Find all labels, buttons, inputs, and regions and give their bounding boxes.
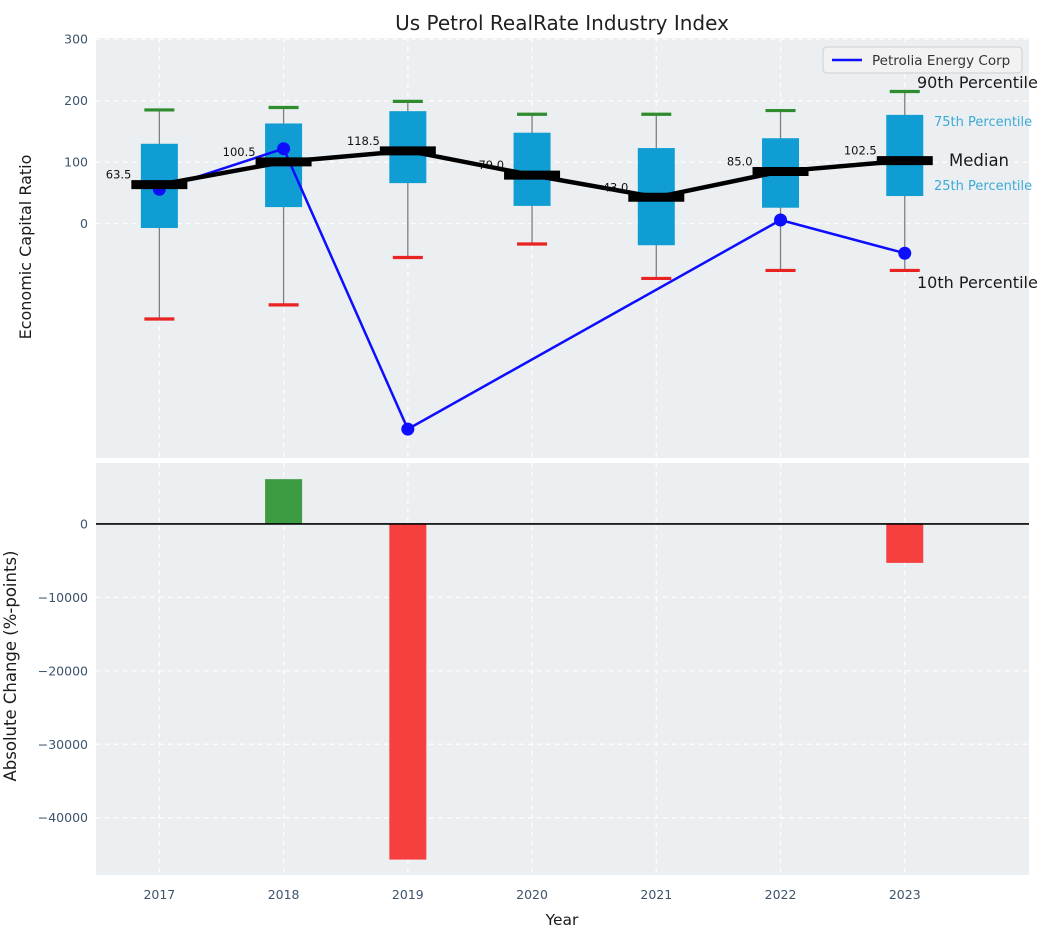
ytick-bottom: −40000 xyxy=(38,810,88,825)
median-label-2018: 100.5 xyxy=(223,145,256,159)
chart-title: Us Petrol RealRate Industry Index xyxy=(395,11,729,35)
median-label-2019: 118.5 xyxy=(347,134,380,148)
median-value-labels: 63.5 100.5 118.5 79.0 43.0 85.0 102.5 xyxy=(106,134,877,194)
x-axis-label: Year xyxy=(545,911,579,929)
ytick-bottom: −10000 xyxy=(38,590,88,605)
legend: Petrolia Energy Corp xyxy=(822,46,1023,74)
xtick-2021: 2021 xyxy=(640,887,672,902)
legend-box xyxy=(822,46,1023,74)
annotation-median: Median xyxy=(949,151,1009,170)
company-point-2019 xyxy=(401,422,415,436)
company-point-2022 xyxy=(774,213,788,227)
xtick-2018: 2018 xyxy=(268,887,300,902)
legend-label: Petrolia Energy Corp xyxy=(872,53,1010,69)
annotation-25th-percentile: 25th Percentile xyxy=(934,179,1032,194)
ytick-top: 100 xyxy=(64,155,88,170)
median-line-layer xyxy=(131,146,933,202)
change-bar-2019 xyxy=(389,523,427,860)
median-label-2023: 102.5 xyxy=(844,144,877,158)
change-bar-2023 xyxy=(886,523,924,563)
ytick-top: 300 xyxy=(64,32,88,47)
annotation-90th-percentile: 90th Percentile xyxy=(917,73,1038,92)
company-point-2023 xyxy=(898,246,912,260)
ytick-top: 200 xyxy=(64,93,88,108)
company-point-2018 xyxy=(277,142,291,156)
top-plot-area xyxy=(96,38,1029,458)
ytick-bottom: −20000 xyxy=(38,663,88,678)
xtick-2017: 2017 xyxy=(143,887,175,902)
ytick-bottom: 0 xyxy=(80,516,88,531)
median-label-2020: 79.0 xyxy=(478,158,504,172)
annotation-75th-percentile: 75th Percentile xyxy=(934,115,1032,130)
xtick-2023: 2023 xyxy=(889,887,921,902)
xtick-2020: 2020 xyxy=(516,887,548,902)
y-axis-label-top: Economic Capital Ratio xyxy=(16,155,35,340)
iqr-box-2020 xyxy=(513,132,551,206)
axis-tick-labels: 300 200 100 0 0 −10000 −20000 −30000 −40000 2017 2… xyxy=(38,32,921,902)
annotation-10th-percentile: 10th Percentile xyxy=(917,273,1038,292)
xtick-2022: 2022 xyxy=(765,887,797,902)
median-label-2017: 63.5 xyxy=(106,168,132,182)
bottom-plot-area xyxy=(96,463,1029,875)
iqr-box-2023 xyxy=(886,114,924,197)
ytick-bottom: −30000 xyxy=(38,737,88,752)
change-bar-2018 xyxy=(265,479,303,524)
ytick-top: 0 xyxy=(80,216,88,231)
median-label-2022: 85.0 xyxy=(727,154,753,168)
median-label-2021: 43.0 xyxy=(603,180,629,194)
y-axis-label-bottom: Absolute Change (%-points) xyxy=(1,551,20,782)
change-bars-layer xyxy=(96,479,1029,860)
xtick-2019: 2019 xyxy=(392,887,424,902)
